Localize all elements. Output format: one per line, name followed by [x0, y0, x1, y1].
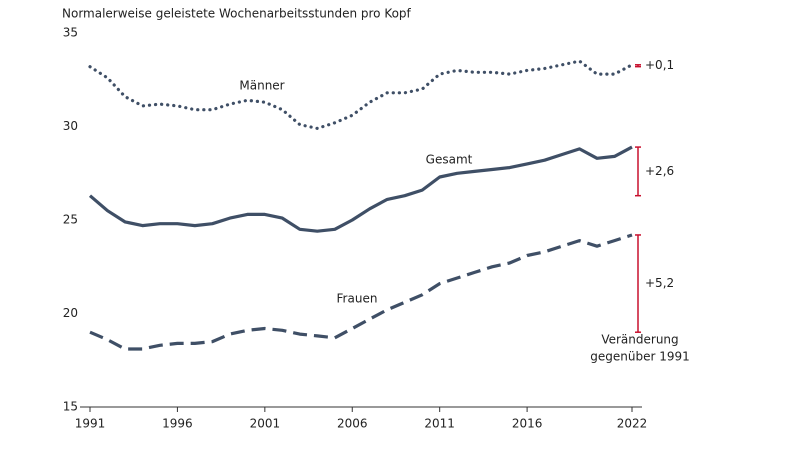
series-line [88, 59, 634, 130]
change-label: +5,2 [645, 276, 674, 290]
x-tick-label: 2016 [512, 417, 543, 431]
change-label: +0,1 [645, 58, 674, 72]
y-tick-label: 35 [63, 26, 78, 40]
series-label: Gesamt [426, 153, 473, 167]
x-tick-label: 2006 [337, 417, 368, 431]
y-tick-label: 15 [63, 400, 78, 414]
x-tick-label: 2022 [617, 417, 648, 431]
y-tick-label: 20 [63, 306, 78, 320]
y-tick-label: 30 [63, 119, 78, 133]
series-line [89, 233, 633, 351]
x-tick-label: 2001 [250, 417, 281, 431]
series-label: Frauen [337, 292, 378, 306]
chart-title: Normalerweise geleistete Wochenarbeitsst… [62, 7, 412, 21]
series-line [88, 145, 633, 233]
y-tick-label: 25 [63, 213, 78, 227]
series-label: Männer [239, 79, 284, 93]
note: gegenüber 1991 [590, 350, 690, 364]
x-tick-label: 1996 [162, 417, 193, 431]
x-tick-label: 1991 [75, 417, 106, 431]
note: Veränderung [601, 333, 678, 347]
change-label: +2,6 [645, 164, 674, 178]
x-tick-label: 2011 [424, 417, 455, 431]
